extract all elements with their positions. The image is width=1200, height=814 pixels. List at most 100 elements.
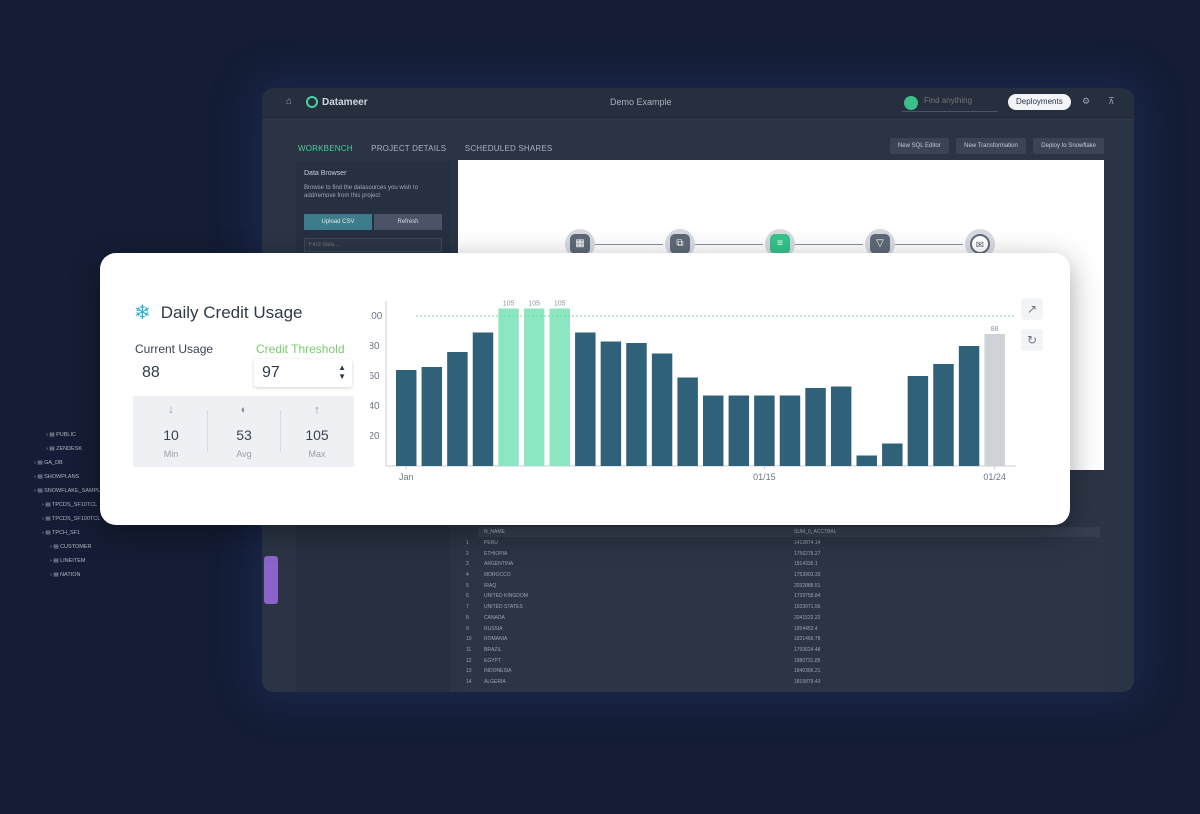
table-row[interactable]: 6 UNITED KINGDOM 1739758.84: [458, 591, 1104, 602]
table-cell: 6: [466, 593, 469, 600]
table-cell: 10: [466, 636, 472, 643]
y-tick-label: 60: [370, 371, 380, 382]
chart-bar: [856, 455, 877, 466]
tree-item[interactable]: › ▤ TPCH_SF1: [42, 530, 81, 536]
table-row[interactable]: 5 IRAQ 2032888.51: [458, 581, 1104, 592]
table-cell: 1840366.21: [794, 668, 821, 675]
stepper-arrows-icon[interactable]: ▲ ▼: [338, 363, 346, 381]
bar-data-label: 105: [528, 301, 540, 308]
global-search[interactable]: [902, 94, 998, 112]
new-sql-editor-button[interactable]: New SQL Editor: [889, 138, 949, 154]
tree-item[interactable]: › ▤ CUSTOMER: [50, 544, 92, 550]
chart-bar: [549, 308, 570, 466]
stat-avg-value: 53: [236, 427, 252, 443]
home-icon[interactable]: ⌂: [286, 96, 293, 107]
new-transformation-button[interactable]: New Transformation: [956, 138, 1026, 154]
table-row[interactable]: 8 CANADA 2041522.22: [458, 613, 1104, 624]
table-row[interactable]: 1 PERU 1412874.14: [458, 538, 1104, 549]
table-row[interactable]: 11 BRAZIL 1793624.48: [458, 645, 1104, 656]
credit-threshold-label: Credit Threshold: [256, 342, 345, 356]
tab-bar: WORKBENCH PROJECT DETAILS SCHEDULED SHAR…: [298, 138, 566, 153]
table-row[interactable]: 10 ROMANIA 1821466.78: [458, 634, 1104, 645]
tree-item[interactable]: › ▤ SHOWPLANS: [34, 474, 80, 480]
table-row[interactable]: 7 UNITED STATES 1933071.56: [458, 602, 1104, 613]
flow-edge: [795, 244, 863, 245]
toolbar: New SQL Editor New Transformation Deploy…: [887, 134, 1104, 154]
chart-bar: [447, 352, 468, 466]
tab-scheduled-shares[interactable]: SCHEDULED SHARES: [464, 144, 553, 153]
grid-column-header[interactable]: N_NAME: [484, 529, 505, 535]
grid-column-header[interactable]: SUM_0_ACCTBAL: [794, 529, 837, 535]
table-row[interactable]: 9 RUSSIA 1854452.4: [458, 624, 1104, 635]
tab-project-details[interactable]: PROJECT DETAILS: [371, 144, 447, 153]
chart-bar: [754, 395, 775, 466]
table-cell: ROMANIA: [484, 636, 508, 643]
tree-item[interactable]: › ▤ GA_DB: [34, 460, 63, 466]
upload-csv-button[interactable]: Upload CSV: [304, 214, 372, 230]
brand-name: Datameer: [322, 97, 368, 108]
table-cell: 4: [466, 572, 469, 579]
table-cell: UNITED KINGDOM: [484, 593, 528, 600]
table-cell: 2032888.51: [794, 582, 821, 589]
table-cell: IRAQ: [484, 582, 497, 589]
flow-edge: [895, 244, 963, 245]
y-tick-label: 20: [370, 431, 380, 442]
user-avatar[interactable]: [904, 96, 918, 110]
y-tick-label: 40: [370, 401, 380, 412]
table-row[interactable]: 2 ETHIOPIA 1756278.27: [458, 549, 1104, 560]
table-cell: 11: [466, 646, 472, 653]
tree-item[interactable]: › ▤ TPCDS_SF10TCL: [42, 502, 98, 508]
y-tick-label: 100: [370, 311, 383, 322]
tree-item[interactable]: › ▤ ZENDESK: [46, 446, 83, 452]
chart-bar: [651, 353, 673, 466]
table-row[interactable]: 13 INDONESIA 1840366.21: [458, 666, 1104, 677]
account-icon[interactable]: ⊼: [1108, 96, 1115, 106]
tree-item[interactable]: › ▤ TPCDS_SF100TCL: [42, 516, 101, 522]
table-cell: RUSSIA: [484, 625, 503, 632]
refresh-button[interactable]: Refresh: [374, 214, 442, 230]
chart-bar: [830, 386, 852, 466]
chart-bar: [805, 388, 826, 466]
table-row[interactable]: 12 EGYPT 1880731.85: [458, 656, 1104, 667]
table-row[interactable]: 14 ALGERIA 1815879.43: [458, 677, 1104, 688]
table-cell: ETHIOPIA: [484, 550, 508, 557]
open-external-icon[interactable]: ↗: [1021, 298, 1043, 320]
table-cell: 1814336.1: [794, 561, 818, 568]
chart-bar: [396, 370, 417, 466]
table-cell: 3: [466, 561, 469, 568]
tree-item[interactable]: › ▤ NATION: [50, 572, 81, 578]
credit-threshold-value[interactable]: 97: [262, 364, 280, 381]
table-cell: EGYPT: [484, 657, 501, 664]
table-cell: 1854452.4: [794, 625, 818, 632]
help-tab[interactable]: [264, 556, 278, 604]
stat-max: ↑ 105 Max: [281, 396, 353, 467]
credit-usage-card: ❄ Daily Credit Usage Current Usage Credi…: [100, 253, 1070, 525]
project-name[interactable]: Demo Example: [610, 97, 672, 107]
deploy-to-snowflake-button[interactable]: Deploy to Snowflake: [1033, 138, 1104, 154]
chart-bar: [882, 443, 903, 466]
find-data-input[interactable]: [304, 238, 442, 252]
half-circle-icon: ◐: [240, 404, 248, 416]
chart-bar: [575, 332, 596, 466]
flow-edge: [695, 244, 763, 245]
table-row[interactable]: 3 ARGENTINA 1814336.1: [458, 559, 1104, 570]
tree-item[interactable]: › ▤ SNOWFLAKE_SAMPLE_DATA: [34, 488, 121, 494]
deployments-button[interactable]: Deployments: [1008, 94, 1071, 110]
settings-gear-icon[interactable]: ⚙: [1082, 96, 1091, 106]
chart-bar: [498, 308, 519, 466]
search-input[interactable]: [924, 96, 994, 105]
refresh-icon[interactable]: ↻: [1021, 329, 1043, 351]
table-row[interactable]: 4 MOROCCO 1753903.33: [458, 570, 1104, 581]
tree-item[interactable]: › ▤ LINEITEM: [50, 558, 86, 564]
table-cell: 1412874.14: [794, 540, 821, 546]
table-cell: 1793624.48: [794, 646, 821, 653]
table-cell: 1756278.27: [794, 550, 821, 557]
tree-item[interactable]: › ▤ PUBLIC: [46, 432, 76, 438]
credit-threshold-stepper[interactable]: 97 ▲ ▼: [254, 359, 352, 387]
tab-workbench[interactable]: WORKBENCH: [298, 144, 353, 153]
table-cell: INDONESIA: [484, 668, 512, 675]
card-title: Daily Credit Usage: [160, 303, 303, 322]
snowflake-icon: ❄: [134, 302, 151, 324]
table-cell: 1933071.56: [794, 604, 821, 611]
table-cell: MOROCCO: [484, 572, 511, 579]
